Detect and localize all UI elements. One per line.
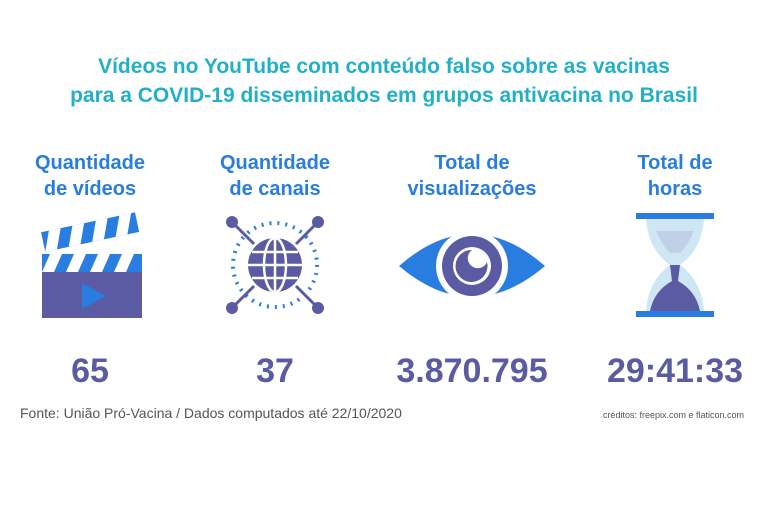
stat-hours: Total de horas 29:41:33 — [585, 150, 765, 391]
clapperboard-icon — [0, 206, 180, 324]
page-title: Vídeos no YouTube com conteúdo falso sob… — [0, 52, 768, 110]
eye-icon — [382, 206, 562, 324]
stat-label: Quantidade de canais — [219, 152, 330, 200]
stat-label: Quantidade de vídeos — [34, 152, 145, 200]
stat-videos: Quantidade de vídeos 65 — [0, 150, 180, 391]
stat-value: 3.870.795 — [396, 352, 548, 390]
stat-views: Total de visualizações 3.870.795 — [382, 150, 562, 391]
title-line-2: para a COVID-19 disseminados em grupos a… — [70, 84, 698, 107]
credits-note: créditos: freepix.com e flaticon.com — [602, 410, 744, 420]
stat-label: Total de visualizações — [407, 152, 537, 200]
hourglass-icon — [585, 206, 765, 324]
stat-value: 65 — [71, 352, 109, 390]
stat-channels: Quantidade de canais 37 — [185, 150, 365, 391]
globe-network-icon — [185, 206, 365, 324]
stat-label: Total de horas — [637, 152, 713, 200]
source-note: Fonte: União Pró-Vacina / Dados computad… — [20, 405, 402, 421]
stat-value: 37 — [256, 352, 294, 390]
stat-value: 29:41:33 — [606, 352, 744, 390]
title-line-1: Vídeos no YouTube com conteúdo falso sob… — [98, 55, 670, 78]
